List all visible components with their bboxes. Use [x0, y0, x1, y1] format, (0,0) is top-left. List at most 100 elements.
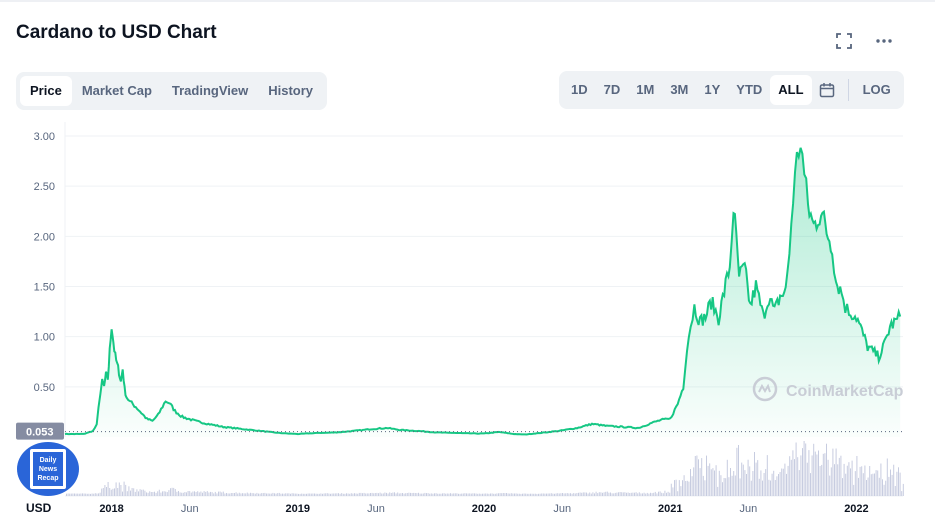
range-1m[interactable]: 1M — [636, 82, 655, 97]
volume-bar — [795, 442, 797, 496]
volume-bar — [848, 462, 850, 496]
volume-bar — [184, 492, 186, 496]
volume-bar — [219, 491, 221, 496]
volume-bar — [218, 491, 219, 496]
volume-bar — [294, 493, 296, 496]
volume-bar — [283, 493, 285, 496]
volume-bar — [902, 483, 904, 496]
range-all[interactable]: ALL — [770, 75, 812, 105]
volume-bar — [869, 466, 871, 496]
volume-bar — [446, 493, 448, 496]
badge-line-2: News — [39, 466, 57, 473]
volume-bar — [314, 493, 315, 496]
tab-tradingview[interactable]: TradingView — [171, 83, 249, 98]
tab-history[interactable]: History — [268, 83, 314, 98]
volume-bar — [234, 493, 235, 496]
volume-bar — [397, 492, 399, 496]
volume-bar — [589, 492, 591, 496]
volume-bar — [642, 493, 643, 496]
tab-market-cap[interactable]: Market Cap — [81, 83, 152, 98]
volume-bar — [888, 476, 890, 496]
volume-bar — [538, 493, 539, 496]
volume-bar — [216, 493, 218, 496]
volume-bar — [656, 493, 658, 496]
volume-bar — [770, 480, 771, 496]
volume-bar — [198, 492, 200, 496]
range-ytd[interactable]: YTD — [736, 82, 763, 97]
volume-bar — [875, 470, 877, 496]
log-toggle[interactable]: LOG — [862, 82, 891, 97]
calendar-icon — [819, 83, 834, 98]
volume-bar — [365, 493, 367, 496]
volume-bar — [549, 493, 551, 496]
volume-bar — [800, 455, 802, 496]
volume-bar — [118, 482, 120, 496]
volume-bar — [331, 493, 333, 496]
volume-bar — [702, 475, 704, 496]
volume-bar — [568, 493, 570, 496]
volume-bar — [187, 491, 189, 496]
range-1d[interactable]: 1D — [571, 82, 588, 97]
volume-bar — [893, 464, 895, 496]
y-tick-label: 2.50 — [34, 181, 55, 193]
fullscreen-button[interactable] — [831, 28, 857, 54]
volume-bar — [387, 493, 389, 496]
volume-bar — [544, 493, 546, 496]
volume-bar — [803, 441, 805, 496]
volume-bar — [768, 479, 770, 496]
volume-bar — [418, 492, 419, 496]
volume-bar — [174, 489, 176, 496]
volume-bar — [851, 460, 853, 496]
volume-bar — [634, 492, 635, 496]
volume-bar — [752, 471, 754, 496]
volume-bar — [651, 493, 653, 496]
volume-bar — [670, 483, 672, 496]
volume-bar — [850, 468, 851, 496]
volume-bar — [96, 493, 98, 496]
volume-bar — [195, 492, 197, 496]
volume-bar — [507, 493, 509, 496]
volume-bar — [144, 490, 146, 496]
volume-bar — [578, 492, 579, 496]
volume-bar — [246, 492, 248, 496]
volume-bar — [155, 492, 157, 496]
volume-bar — [429, 493, 431, 496]
volume-bar — [336, 493, 338, 496]
volume-bar — [613, 493, 615, 496]
volume-bar — [381, 493, 383, 496]
more-button[interactable] — [871, 28, 897, 54]
range-7d[interactable]: 7D — [603, 82, 621, 97]
volume-bar — [171, 487, 173, 496]
volume-bar — [541, 493, 543, 496]
volume-bar — [205, 491, 207, 496]
volume-bar — [307, 493, 309, 496]
volume-bar — [781, 468, 783, 496]
volume-bar — [370, 493, 371, 496]
volume-bar — [715, 465, 717, 496]
volume-bar — [150, 492, 152, 496]
volume-bar — [291, 493, 293, 496]
volume-bar — [203, 491, 205, 496]
volume-bar — [72, 493, 74, 496]
volume-bar — [371, 492, 373, 496]
volume-bar — [138, 491, 139, 496]
volume-bar — [883, 484, 885, 496]
volume-bar — [763, 473, 765, 496]
volume-bar — [485, 493, 487, 496]
range-3m[interactable]: 3M — [670, 82, 689, 97]
tab-price[interactable]: Price — [20, 76, 72, 106]
volume-bar — [565, 493, 567, 496]
volume-bar — [122, 491, 123, 496]
volume-bar — [245, 493, 247, 496]
range-1y[interactable]: 1Y — [704, 82, 721, 97]
volume-bar — [699, 468, 701, 496]
volume-bar — [678, 480, 680, 496]
volume-bar — [491, 493, 493, 496]
volume-bar — [736, 447, 738, 496]
volume-bar — [338, 493, 339, 496]
volume-bar — [818, 450, 819, 496]
volume-bar — [78, 493, 80, 496]
volume-bar — [880, 463, 882, 496]
calendar-button[interactable] — [812, 75, 842, 105]
volume-bar — [312, 493, 314, 496]
